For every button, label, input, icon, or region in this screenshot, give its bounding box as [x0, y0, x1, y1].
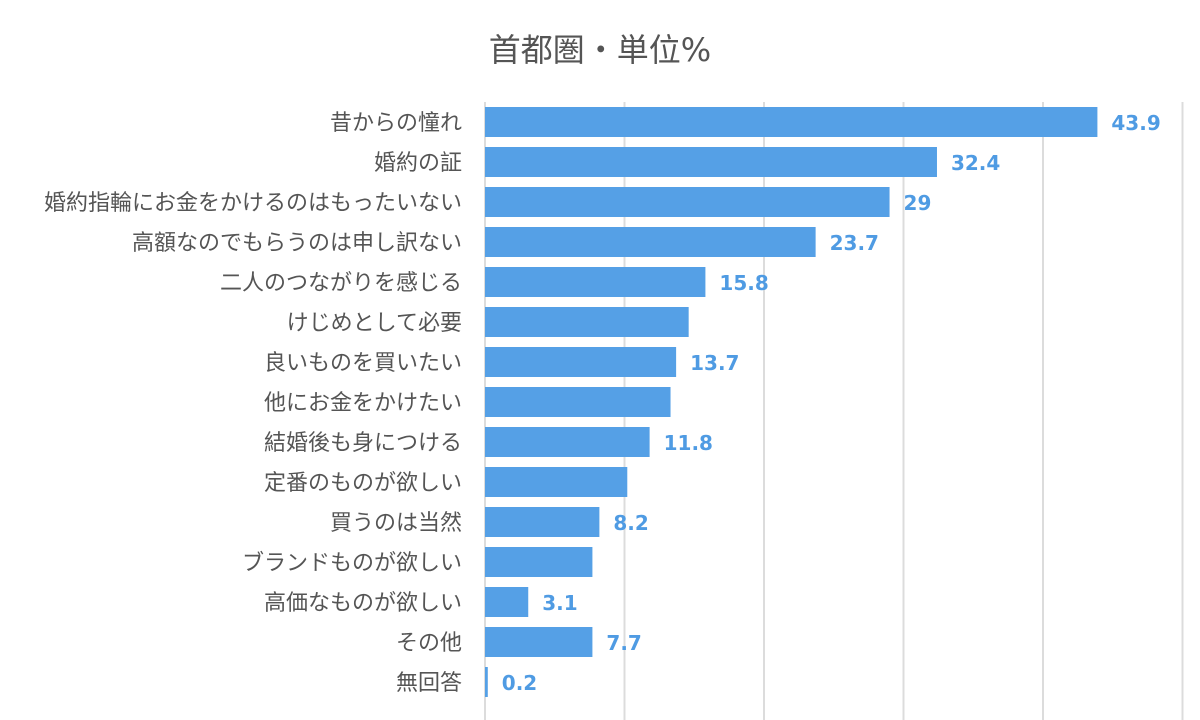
category-label: 二人のつながりを感じる: [220, 271, 462, 296]
bars: [485, 107, 1098, 697]
category-label: 結婚後も身につける: [264, 431, 462, 456]
bar: [485, 187, 890, 217]
bar: [485, 587, 529, 617]
value-label: 11.8: [664, 431, 713, 455]
bar: [485, 507, 600, 537]
chart-subtitle: 首都圏・単位%: [488, 31, 712, 69]
labels: 昔からの憧れ 43.9 婚約の証 32.4 婚約指輪にお金をかけるのはもったいない 29 高…: [44, 111, 1161, 696]
value-label: 13.7: [690, 351, 739, 375]
value-label: 23.7: [830, 231, 879, 255]
bar: [485, 227, 816, 257]
category-label: 良いものを買いたい: [264, 351, 462, 376]
bar: [485, 427, 650, 457]
bar: [485, 627, 593, 657]
category-label: 婚約の証: [374, 151, 462, 176]
value-label: 7.7: [606, 631, 641, 655]
category-label: その他: [396, 631, 462, 656]
category-label: 定番のものが欲しい: [264, 471, 462, 496]
bar: [485, 547, 593, 577]
bar: [485, 107, 1098, 137]
category-label: 婚約指輪にお金をかけるのはもったいない: [44, 191, 462, 216]
bar: [485, 467, 628, 497]
category-label: 昔からの憧れ: [330, 111, 462, 136]
bar: [485, 147, 937, 177]
value-label: 8.2: [613, 511, 648, 535]
value-label: 3.1: [542, 591, 577, 615]
bar: [485, 347, 677, 377]
category-label: 高価なものが欲しい: [264, 591, 462, 616]
value-label: 15.8: [719, 271, 768, 295]
value-label: 43.9: [1111, 111, 1160, 135]
category-label: 無回答: [396, 671, 462, 696]
category-label: 高額なのでもらうのは申し訳ない: [132, 231, 462, 256]
value-label: 32.4: [951, 151, 1000, 175]
bar: [485, 387, 671, 417]
category-label: 他にお金をかけたい: [264, 391, 462, 416]
category-label: ブランドものが欲しい: [242, 551, 462, 576]
bar: [485, 307, 689, 337]
category-label: けじめとして必要: [287, 311, 462, 336]
value-label: 29: [904, 191, 932, 215]
category-label: 買うのは当然: [330, 511, 462, 536]
value-label: 0.2: [502, 671, 537, 695]
bar: [485, 267, 706, 297]
bar: [485, 667, 488, 697]
